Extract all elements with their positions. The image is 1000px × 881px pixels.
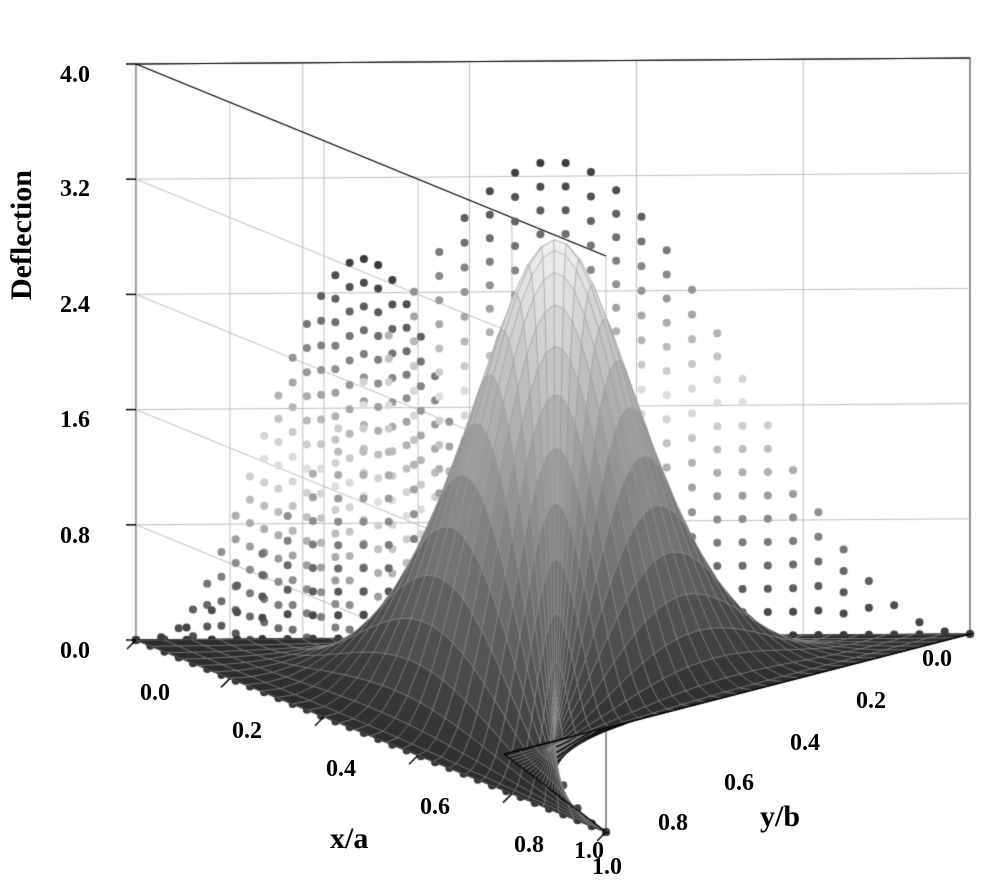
y-tick-1: 0.2 <box>856 688 886 715</box>
x-tick-2: 0.4 <box>326 756 356 783</box>
deflection-3d-surface <box>0 0 1000 879</box>
x-tick-1: 0.2 <box>232 718 262 745</box>
x-tick-4: 0.8 <box>514 832 544 859</box>
z-tick-0: 0.0 <box>60 638 90 665</box>
y-tick-5: 1.0 <box>574 838 604 865</box>
z-tick-2: 1.6 <box>60 407 90 434</box>
z-axis-label: Deflection <box>5 170 39 300</box>
y-axis-label: y/b <box>760 800 800 834</box>
y-tick-2: 0.4 <box>790 730 820 757</box>
z-tick-4: 3.2 <box>60 176 90 203</box>
x-tick-3: 0.6 <box>420 794 450 821</box>
y-tick-3: 0.6 <box>724 770 754 797</box>
z-tick-3: 2.4 <box>60 292 90 319</box>
z-tick-5: 4.0 <box>60 62 90 89</box>
x-tick-0: 0.0 <box>140 680 170 707</box>
x-axis-label: x/a <box>330 822 368 856</box>
y-tick-4: 0.8 <box>658 810 688 837</box>
y-tick-0: 0.0 <box>922 646 952 673</box>
z-tick-1: 0.8 <box>60 523 90 550</box>
